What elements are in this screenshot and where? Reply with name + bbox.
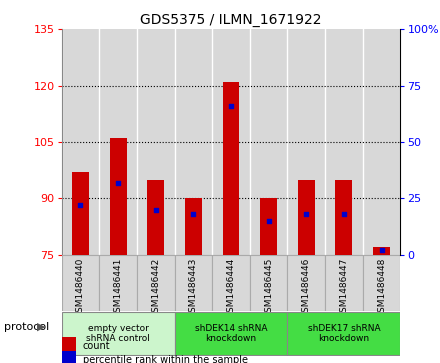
Bar bbox=[250, 29, 287, 255]
Point bbox=[303, 211, 310, 217]
Bar bbox=[185, 199, 202, 255]
Text: shDEK14 shRNA
knockdown: shDEK14 shRNA knockdown bbox=[195, 324, 267, 343]
Point bbox=[265, 218, 272, 224]
Bar bbox=[175, 255, 212, 311]
Bar bbox=[62, 29, 99, 255]
Text: GSM1486447: GSM1486447 bbox=[339, 258, 348, 318]
Bar bbox=[298, 180, 315, 255]
Text: GSM1486448: GSM1486448 bbox=[377, 258, 386, 318]
Text: GSM1486442: GSM1486442 bbox=[151, 258, 160, 318]
Point bbox=[227, 103, 235, 109]
Text: GSM1486444: GSM1486444 bbox=[227, 258, 235, 318]
Bar bbox=[99, 255, 137, 311]
Bar bbox=[99, 29, 137, 255]
Bar bbox=[110, 138, 127, 255]
Bar bbox=[62, 351, 76, 363]
Bar bbox=[175, 312, 287, 355]
Text: protocol: protocol bbox=[4, 322, 50, 332]
Text: GSM1486443: GSM1486443 bbox=[189, 258, 198, 318]
Point bbox=[152, 207, 159, 213]
Bar bbox=[363, 29, 400, 255]
Bar bbox=[62, 255, 99, 311]
Bar bbox=[137, 255, 175, 311]
Bar bbox=[250, 255, 287, 311]
Point bbox=[190, 211, 197, 217]
Text: GSM1486441: GSM1486441 bbox=[114, 258, 123, 318]
Point bbox=[114, 180, 121, 185]
Bar bbox=[325, 29, 363, 255]
Text: GSM1486445: GSM1486445 bbox=[264, 258, 273, 318]
Bar bbox=[72, 172, 89, 255]
Bar bbox=[62, 312, 175, 355]
Bar bbox=[212, 255, 250, 311]
Bar bbox=[147, 180, 164, 255]
Bar bbox=[62, 337, 76, 351]
Bar bbox=[212, 29, 250, 255]
Bar bbox=[287, 29, 325, 255]
Bar bbox=[223, 82, 239, 255]
Point bbox=[77, 202, 84, 208]
Bar bbox=[260, 199, 277, 255]
Bar bbox=[363, 255, 400, 311]
Title: GDS5375 / ILMN_1671922: GDS5375 / ILMN_1671922 bbox=[140, 13, 322, 26]
Bar bbox=[287, 312, 400, 355]
Text: count: count bbox=[83, 340, 110, 351]
Bar bbox=[373, 247, 390, 255]
Text: GSM1486440: GSM1486440 bbox=[76, 258, 85, 318]
Bar bbox=[175, 29, 212, 255]
Text: ▶: ▶ bbox=[37, 322, 46, 332]
Bar bbox=[335, 180, 352, 255]
Text: percentile rank within the sample: percentile rank within the sample bbox=[83, 355, 248, 363]
Point bbox=[341, 211, 348, 217]
Point bbox=[378, 248, 385, 253]
Bar bbox=[287, 255, 325, 311]
Bar bbox=[325, 255, 363, 311]
Text: empty vector
shRNA control: empty vector shRNA control bbox=[86, 324, 150, 343]
Bar bbox=[137, 29, 175, 255]
Text: GSM1486446: GSM1486446 bbox=[302, 258, 311, 318]
Text: shDEK17 shRNA
knockdown: shDEK17 shRNA knockdown bbox=[308, 324, 380, 343]
